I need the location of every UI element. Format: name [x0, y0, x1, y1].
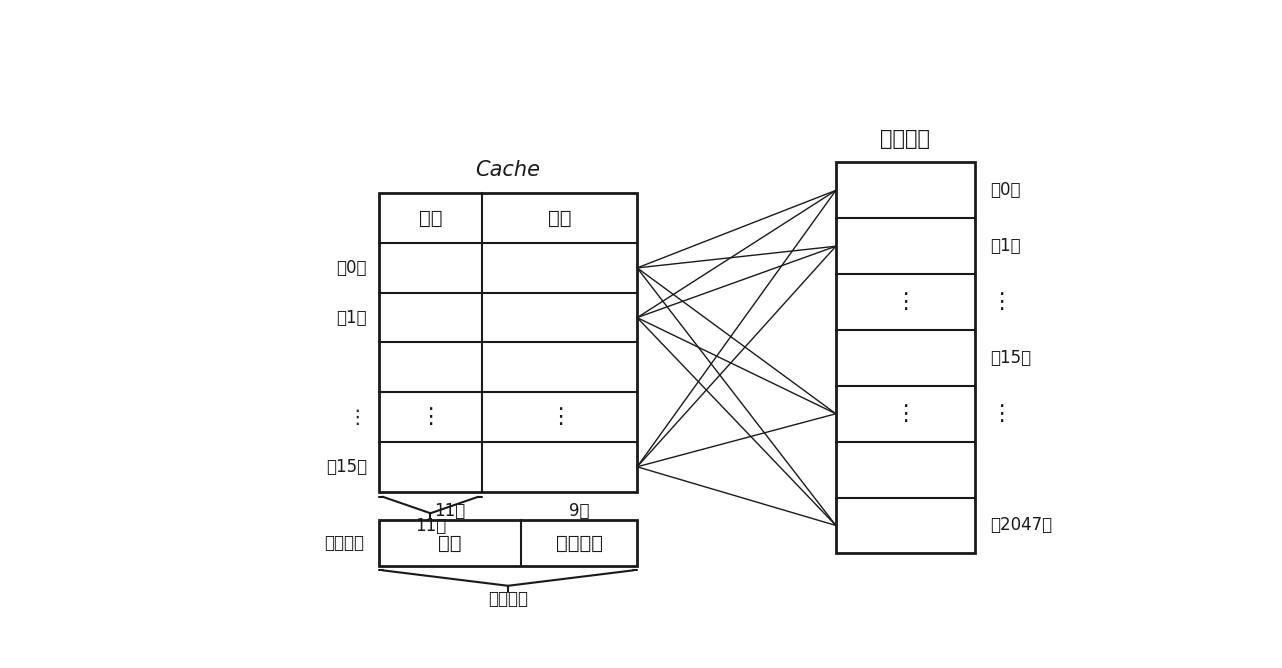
Text: ㅢ0行: ㅢ0行	[336, 259, 367, 277]
Text: 主存块号: 主存块号	[488, 590, 528, 608]
Text: ㅢ1块: ㅢ1块	[990, 237, 1020, 255]
Text: 9位: 9位	[569, 502, 590, 520]
Text: ㅢ1行: ㅢ1行	[336, 309, 367, 327]
Text: 块内地址: 块内地址	[555, 534, 603, 552]
Text: ㅢ15块: ㅢ15块	[990, 349, 1031, 367]
Text: ⋮: ⋮	[419, 407, 441, 427]
Text: ⋮: ⋮	[990, 292, 1011, 312]
Text: ⋮: ⋮	[895, 403, 917, 424]
Text: 11位: 11位	[415, 517, 446, 535]
Text: ㅢ0块: ㅢ0块	[990, 182, 1020, 199]
Text: ㅢ2047块: ㅢ2047块	[990, 516, 1053, 534]
Bar	[836, 162, 976, 553]
Text: 数据: 数据	[547, 208, 572, 228]
Text: 标记: 标记	[438, 534, 462, 552]
Text: 11位: 11位	[435, 502, 465, 520]
Bar	[379, 193, 637, 492]
Text: 主存储器: 主存储器	[881, 130, 931, 150]
Text: 标记: 标记	[419, 208, 442, 228]
Bar	[379, 520, 637, 566]
Text: Cache: Cache	[476, 160, 541, 180]
Text: ⋮: ⋮	[347, 407, 367, 427]
Text: ㅢ15行: ㅢ15行	[326, 458, 367, 476]
Text: ⋮: ⋮	[990, 403, 1011, 424]
Text: 主存地址: 主存地址	[324, 534, 364, 552]
Text: ⋮: ⋮	[549, 407, 570, 427]
Text: ⋮: ⋮	[895, 292, 917, 312]
